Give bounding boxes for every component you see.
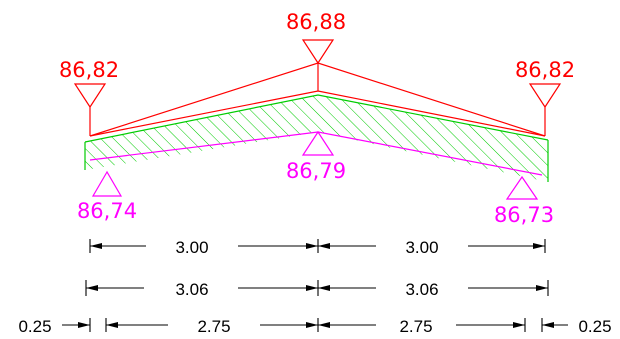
dimension-row2-right: 3.06	[405, 280, 438, 299]
level-marker-top-right	[528, 83, 562, 109]
level-bottom-center: 86,79	[286, 159, 346, 183]
level-marker-top-center	[301, 39, 335, 65]
dimension-row-3	[62, 318, 568, 332]
hatched-layer	[84, 94, 549, 182]
level-marker-bottom-center	[301, 130, 335, 156]
dimension-row1-right: 3.00	[405, 238, 438, 257]
level-marker-bottom-right	[505, 175, 539, 200]
dimension-row3-left: 2.75	[197, 317, 230, 336]
dimension-row2-left: 3.06	[175, 280, 208, 299]
dimension-row-2	[85, 280, 549, 296]
level-bottom-left: 86,74	[77, 199, 137, 223]
level-top-right: 86,82	[515, 58, 575, 82]
dimension-row-1	[89, 239, 546, 253]
dimension-row3-right: 2.75	[399, 317, 432, 336]
level-marker-top-left	[73, 83, 107, 109]
dimension-row3-edge-left: 0.25	[18, 317, 51, 336]
level-top-left: 86,82	[59, 58, 119, 82]
dimension-row1-left: 3.00	[175, 238, 208, 257]
level-bottom-right: 86,73	[494, 203, 554, 227]
dimension-row3-edge-right: 0.25	[578, 317, 611, 336]
level-marker-bottom-left	[91, 170, 123, 197]
level-top-center: 86,88	[286, 10, 346, 34]
